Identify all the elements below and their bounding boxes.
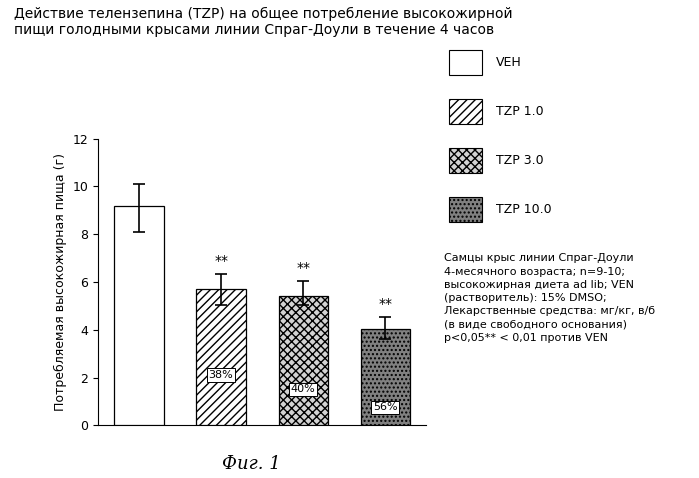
Text: **: ** <box>378 297 392 311</box>
Text: TZP 10.0: TZP 10.0 <box>496 203 552 216</box>
Text: 38%: 38% <box>209 370 233 380</box>
Text: Действие телензепина (TZP) на общее потребление высокожирной
пищи голодными крыс: Действие телензепина (TZP) на общее потр… <box>14 7 512 37</box>
Bar <box>278 296 328 425</box>
Text: VEH: VEH <box>496 56 522 69</box>
Bar <box>449 148 482 173</box>
Bar <box>196 289 246 425</box>
Text: Самцы крыс линии Спраг-Доули
4-месячного возраста; n=9-10;
высокожирная диета ad: Самцы крыс линии Спраг-Доули 4-месячного… <box>444 253 655 343</box>
Text: **: ** <box>214 254 228 268</box>
Bar <box>115 206 164 425</box>
Text: 40%: 40% <box>291 384 315 394</box>
Text: TZP 1.0: TZP 1.0 <box>496 105 544 118</box>
Bar <box>361 329 410 425</box>
Bar <box>449 98 482 124</box>
Text: 56%: 56% <box>373 402 398 412</box>
Text: Фиг. 1: Фиг. 1 <box>222 455 281 473</box>
Y-axis label: Потребляемая высокожирная пища (г): Потребляемая высокожирная пища (г) <box>54 153 66 411</box>
Bar <box>449 197 482 222</box>
Text: **: ** <box>296 261 310 275</box>
Bar <box>449 50 482 75</box>
Text: TZP 3.0: TZP 3.0 <box>496 154 544 167</box>
